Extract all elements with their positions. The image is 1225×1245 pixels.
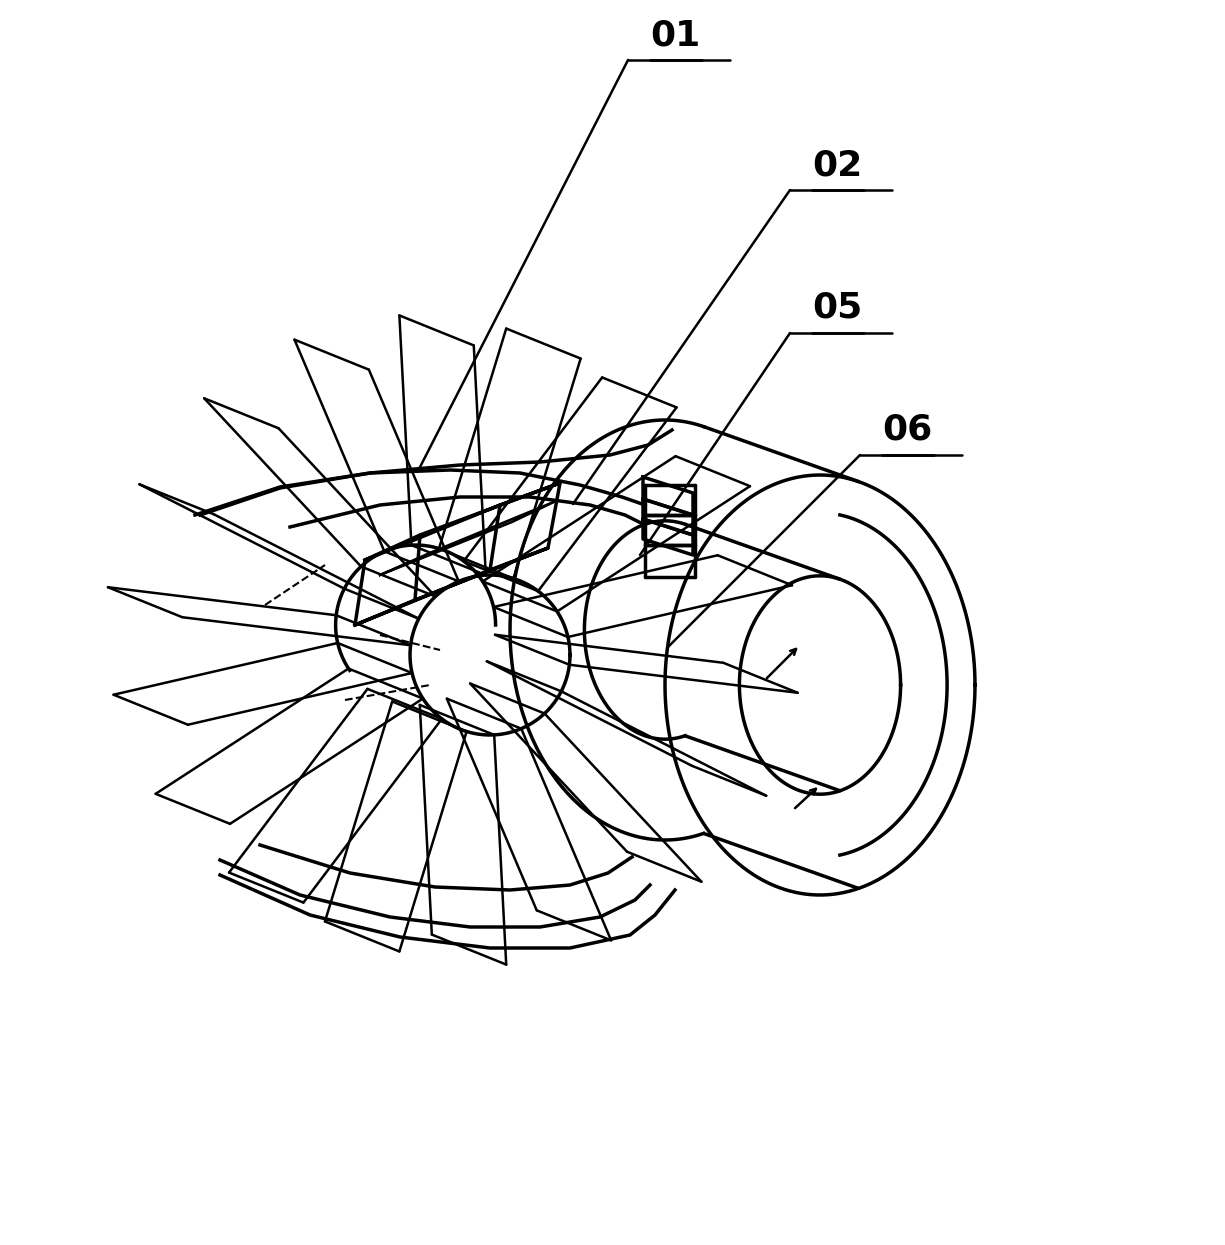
Text: 02: 02 — [812, 148, 862, 182]
Text: 06: 06 — [882, 413, 932, 447]
Text: 01: 01 — [650, 17, 701, 52]
Text: 05: 05 — [812, 291, 862, 325]
